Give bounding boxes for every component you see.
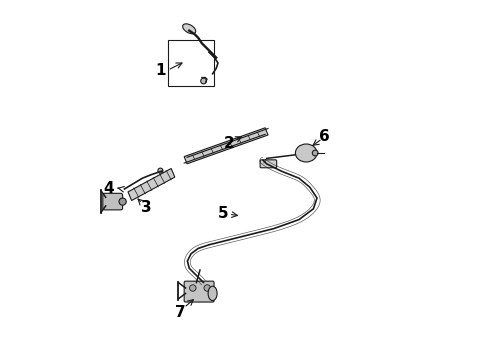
Polygon shape <box>184 128 268 164</box>
Circle shape <box>119 198 126 205</box>
Text: 4: 4 <box>103 181 114 196</box>
Text: 5: 5 <box>218 206 228 221</box>
Text: 6: 6 <box>319 129 330 144</box>
Circle shape <box>204 285 210 291</box>
Polygon shape <box>128 168 175 201</box>
Circle shape <box>312 150 318 156</box>
Text: 2: 2 <box>223 136 234 151</box>
FancyBboxPatch shape <box>103 193 122 210</box>
Circle shape <box>158 168 163 173</box>
FancyBboxPatch shape <box>260 160 277 168</box>
Text: 3: 3 <box>141 199 151 215</box>
Ellipse shape <box>183 24 196 34</box>
Text: 1: 1 <box>155 63 166 78</box>
Ellipse shape <box>295 144 317 162</box>
Ellipse shape <box>208 286 217 301</box>
Circle shape <box>201 78 206 84</box>
FancyBboxPatch shape <box>184 281 214 302</box>
Text: 7: 7 <box>175 305 186 320</box>
Circle shape <box>190 285 196 291</box>
